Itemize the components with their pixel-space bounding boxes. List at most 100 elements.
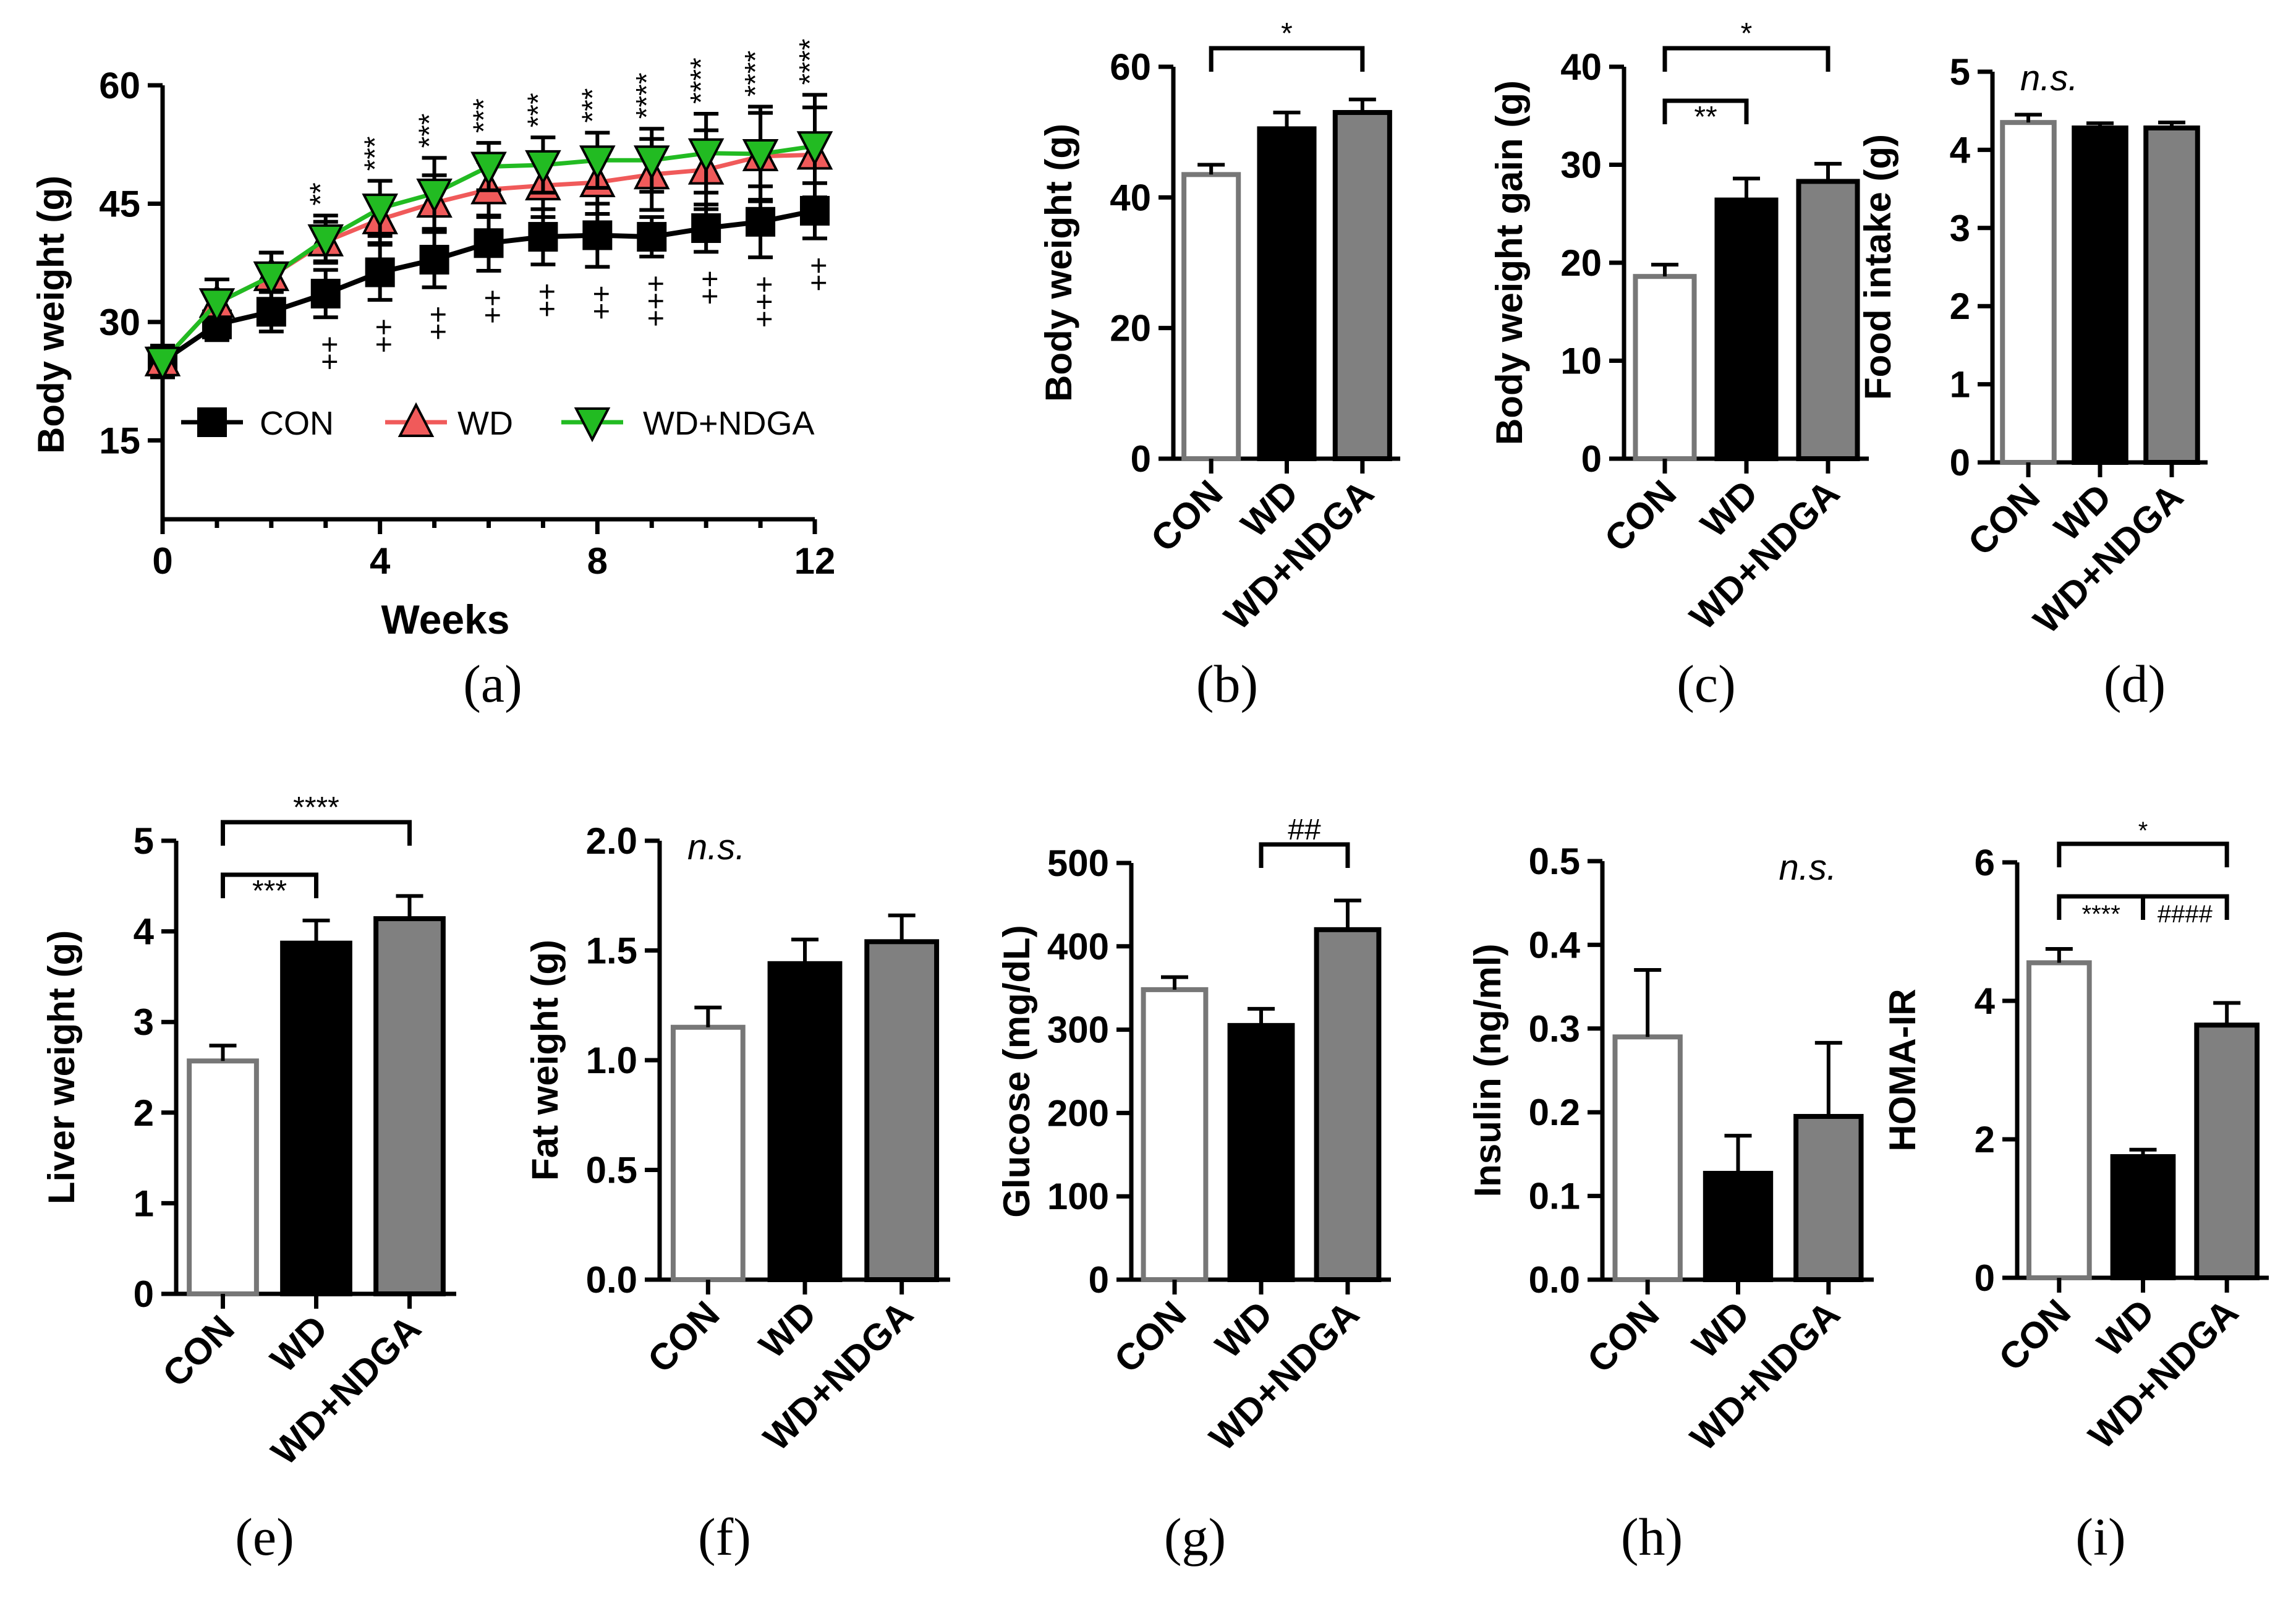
significance-bracket [221,820,412,846]
significance-marker: *** [252,875,287,908]
marker-triangle-down [687,138,725,174]
category-label: WD+NDGA [2081,1291,2247,1457]
x-tick-label: 4 [370,540,391,582]
significance-marker: ** [305,182,338,205]
marker-triangle-down [253,261,290,297]
legend-label: WD [457,405,513,442]
panel-label: (e) [235,1507,294,1566]
x-tick-label: 8 [587,540,608,582]
significance-marker: *** [414,113,446,148]
bar-wd [1257,126,1317,461]
y-tick-label: 0.4 [1529,924,1581,966]
marker-triangle-up [398,402,435,437]
category-label: WD [751,1293,824,1366]
significance-marker: ++ [802,257,835,292]
y-tick-label: 3 [134,1001,154,1043]
significance-marker: ++ [584,286,617,320]
y-tick-label: 3 [1950,208,1970,249]
significance-marker: #### [2158,901,2213,928]
category-label: CON [1597,472,1685,560]
significance-marker: **** [631,72,663,119]
y-tick-label: 0.5 [586,1150,637,1191]
significance-marker: +++ [747,276,780,328]
significance-bracket [1662,98,1749,124]
y-tick-label: 40 [1560,46,1602,88]
marker-square [310,278,341,308]
y-axis-title: Body weight (g) [30,176,72,454]
series-wd-ndga [144,93,833,382]
significance-bracket [1662,46,1830,72]
y-tick-label: 0.0 [1529,1259,1580,1301]
bar-wd-ndga [373,916,446,1297]
bar-wd-ndga [2194,1022,2260,1280]
y-axis-title: Food intake (g) [1857,134,1898,400]
marker-square [256,297,286,327]
significance-marker: **** [739,51,772,97]
significance-marker: *** [468,98,501,133]
marker-triangle-down [416,178,453,214]
bar-wd-ndga [1314,927,1382,1282]
x-axis-title: Weeks [381,597,510,642]
marker-square [746,206,776,237]
panel-label: (g) [1164,1507,1226,1566]
bar-wd [767,961,843,1283]
y-tick-label: 4 [134,911,155,953]
y-tick-label: 0 [1581,438,1602,480]
y-tick-label: 0.2 [1529,1092,1580,1133]
marker-triangle-down [633,145,670,181]
y-tick-label: 0 [1950,442,1970,483]
legend-label: WD+NDGA [643,405,815,442]
significance-marker: * [1281,17,1293,50]
significance-marker: +++ [639,275,671,327]
bar-wd-ndga [1793,1113,1864,1282]
significance-marker: *** [522,93,555,127]
y-tick-label: 0 [1975,1257,1995,1299]
bar-wd [2072,125,2128,465]
y-tick-label: 30 [99,302,140,343]
y-tick-label: 0 [1131,438,1151,480]
y-tick-label: 2.0 [586,820,637,862]
y-tick-label: 45 [99,183,140,224]
x-tick-label: 0 [152,540,172,582]
marker-square [528,222,558,252]
y-tick-label: 0.1 [1529,1176,1580,1217]
y-axis-title: Liver weight (g) [41,930,82,1204]
marker-triangle-down [574,407,611,443]
category-label: WD [263,1307,336,1380]
legend-label: CON [260,405,334,442]
significance-marker: **** [293,791,339,824]
y-tick-label: 5 [1950,51,1970,93]
chart-c: 0 10 20 30 40 Body weight gain (g) CON WDWD+NDG… [1489,17,1869,713]
marker-triangle-down [362,193,398,229]
ns-note: n.s. [687,827,746,867]
significance-marker: **** [2082,901,2120,928]
marker-square [197,407,227,437]
significance-marker: **** [685,57,718,104]
marker-square [637,222,667,252]
significance-marker: * [2138,817,2148,844]
y-axis-title: Body weight (g) [1038,124,1079,402]
y-tick-label: 5 [134,820,154,862]
marker-triangle-down [144,346,181,382]
marker-triangle-down [307,224,344,260]
marker-square [419,245,449,275]
ns-note: n.s. [2020,58,2078,98]
y-tick-label: 1.0 [586,1040,637,1081]
panel-label: (a) [463,654,522,713]
y-tick-label: 20 [1110,308,1151,349]
category-label: CON [1960,476,2048,564]
y-tick-label: 1 [1950,364,1970,406]
bar-wd [280,940,352,1296]
bar-con [187,1058,259,1297]
marker-triangle-down [579,145,616,181]
significance-marker: *** [576,88,609,123]
y-tick-label: 0.0 [586,1259,637,1301]
category-label: CON [1580,1293,1667,1381]
significance-bracket [1209,46,1365,72]
legend: CON WD WD+NDGA [181,402,815,443]
